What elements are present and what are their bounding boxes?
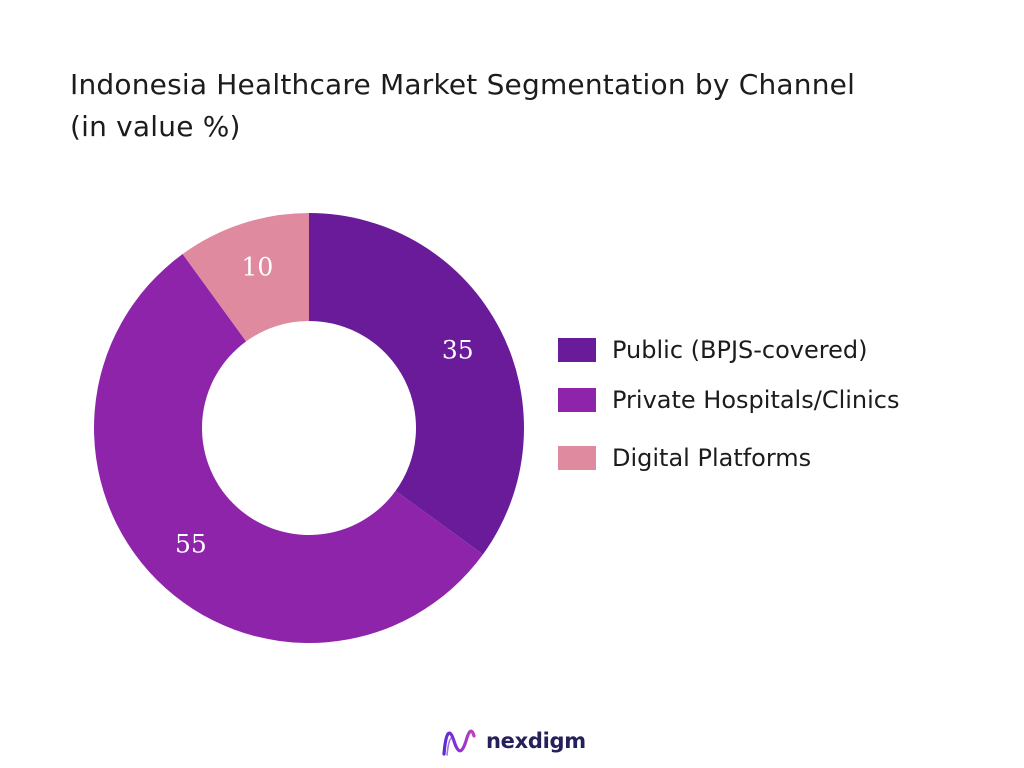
data-labels: 35 55 10 xyxy=(175,253,474,559)
legend-label-private: Private Hospitals/Clinics xyxy=(612,386,900,414)
brand-logo: nexdigm xyxy=(440,724,586,758)
legend-swatch-digital xyxy=(558,446,596,470)
legend-item-private: Private Hospitals/Clinics xyxy=(558,385,899,415)
brand-name: nexdigm xyxy=(486,729,586,753)
data-label-digital: 10 xyxy=(241,253,273,282)
slice-digital xyxy=(182,213,309,342)
donut-chart: 35 55 10 xyxy=(93,213,524,643)
legend-item-public: Public (BPJS-covered) xyxy=(558,335,867,365)
legend-label-public: Public (BPJS-covered) xyxy=(612,336,868,364)
legend-label-digital: Digital Platforms xyxy=(612,444,812,472)
data-label-public: 35 xyxy=(442,336,474,365)
data-label-private: 55 xyxy=(175,530,207,559)
donut-slices xyxy=(93,213,524,643)
chart-title: Indonesia Healthcare Market Segmentation… xyxy=(70,68,856,143)
slice-public xyxy=(309,213,524,555)
legend-swatch-public xyxy=(558,338,596,362)
slice-private xyxy=(93,254,483,643)
legend-item-digital: Digital Platforms xyxy=(558,443,811,473)
legend-swatch-private xyxy=(558,388,596,412)
nexdigm-logo-icon xyxy=(442,729,476,756)
